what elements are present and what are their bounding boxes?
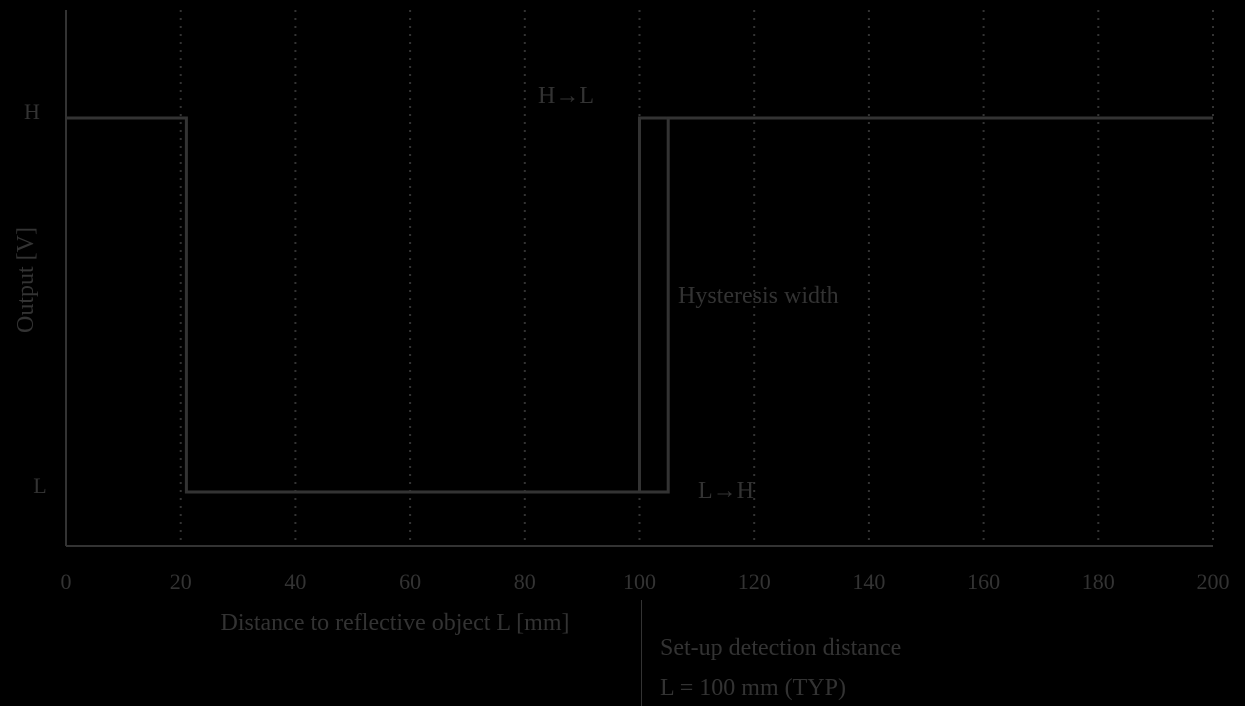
- y-level-labels: LH: [24, 99, 47, 498]
- annotation-l-to-h: L→H: [698, 478, 754, 504]
- x-tick-label-60: 60: [399, 569, 421, 594]
- y-level-label-l: L: [33, 473, 46, 498]
- x-tick-label-140: 140: [852, 569, 885, 594]
- setup-distance-label-line1: Set-up detection distance: [660, 635, 901, 661]
- x-tick-label-200: 200: [1197, 569, 1230, 594]
- y-level-label-h: H: [24, 99, 40, 124]
- x-tick-label-160: 160: [967, 569, 1000, 594]
- setup-distance-label-line2: L = 100 mm (TYP): [660, 675, 846, 701]
- y-axis-label: Output [V]: [13, 227, 39, 333]
- x-tick-label-180: 180: [1082, 569, 1115, 594]
- x-tick-label-0: 0: [61, 569, 72, 594]
- x-tick-label-120: 120: [738, 569, 771, 594]
- x-tick-labels: 0 20 40 60 80 100 120 140 160 180 200: [61, 569, 1230, 594]
- x-tick-label-80: 80: [514, 569, 536, 594]
- x-tick-label-100: 100: [623, 569, 656, 594]
- x-tick-label-20: 20: [170, 569, 192, 594]
- annotation-hysteresis-width: Hysteresis width: [678, 283, 839, 309]
- x-tick-label-40: 40: [284, 569, 306, 594]
- x-axis-label: Distance to reflective object L [mm]: [221, 610, 570, 636]
- axes: [65, 10, 1213, 547]
- annotation-h-to-l: H→L: [538, 83, 594, 109]
- grid-lines: [179, 10, 1214, 546]
